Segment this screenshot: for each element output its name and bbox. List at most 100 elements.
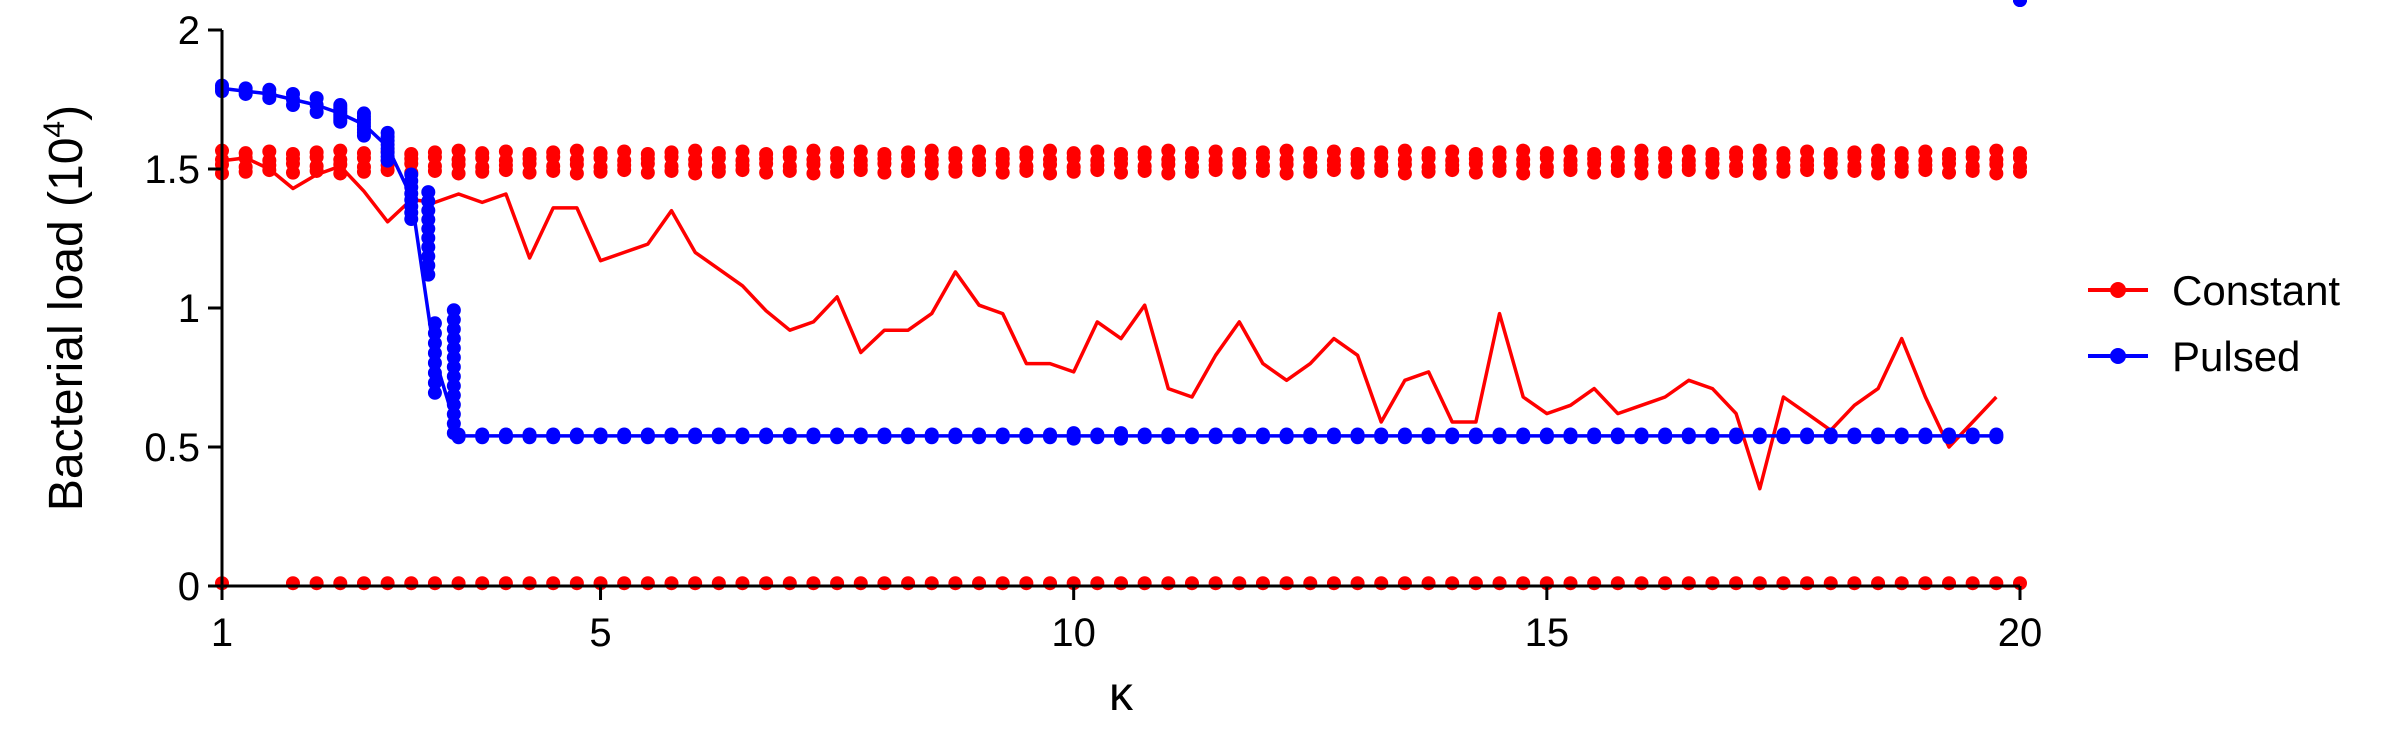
constant-point (1279, 143, 1294, 158)
constant-point (877, 146, 892, 161)
pulsed-point (309, 91, 324, 106)
y-tick-label: 1 (178, 287, 200, 331)
y-axis-title-exponent: 4 (38, 121, 71, 138)
constant-point (1965, 576, 1980, 591)
y-axis-title: Bacterial load (104) (38, 105, 93, 511)
pulsed-point (1989, 427, 2004, 442)
constant-point (1587, 576, 1602, 591)
constant-point (1918, 576, 1933, 591)
constant-point (498, 576, 513, 591)
constant-point (546, 145, 561, 160)
constant-point (1752, 143, 1767, 158)
constant-point (309, 145, 324, 160)
constant-point (285, 146, 300, 161)
constant-point (1942, 146, 1957, 161)
pulsed-point (380, 125, 395, 140)
constant-point (333, 143, 348, 158)
constant-point (1800, 144, 1815, 159)
constant-point (948, 576, 963, 591)
constant-point (1705, 146, 1720, 161)
constant-point (688, 576, 703, 591)
pulsed-point (427, 375, 442, 390)
constant-point (1705, 576, 1720, 591)
constant-point (1658, 576, 1673, 591)
constant-point (1090, 144, 1105, 159)
constant-point (404, 146, 419, 161)
y-tick-label: 2 (178, 9, 200, 53)
constant-point (735, 576, 750, 591)
constant-point (711, 146, 726, 161)
constant-point (853, 144, 868, 159)
x-ticks: 1 5 10 15 20 (211, 586, 2042, 655)
series-pulsed (215, 0, 2027, 446)
constant-point (475, 576, 490, 591)
legend-swatch-point (2110, 282, 2126, 298)
constant-point (1279, 576, 1294, 591)
constant-point (333, 576, 348, 591)
constant-point (972, 576, 987, 591)
constant-point (1610, 576, 1625, 591)
constant-point (1634, 576, 1649, 591)
constant-point (830, 576, 845, 591)
constant-point (806, 576, 821, 591)
constant-point (1847, 576, 1862, 591)
y-axis-title-close: ) (40, 105, 93, 121)
constant-point (1492, 145, 1507, 160)
constant-point (1374, 145, 1389, 160)
constant-point (1137, 576, 1152, 591)
constant-point (1516, 576, 1531, 591)
pulsed-point (333, 98, 348, 113)
pulsed-point (427, 385, 442, 400)
pulsed-point (2013, 0, 2027, 7)
constant-point (617, 576, 632, 591)
constant-point (1729, 145, 1744, 160)
pulsed-point (356, 106, 371, 121)
constant-point (924, 143, 939, 158)
constant-point (1208, 144, 1223, 159)
constant-point (1208, 576, 1223, 591)
constant-point (1468, 146, 1483, 161)
constant-point (617, 144, 632, 159)
y-axis-title-main: Bacterial load (10 (40, 138, 93, 512)
constant-point (1729, 576, 1744, 591)
constant-point (759, 576, 774, 591)
legend-swatch-point (2110, 348, 2126, 364)
legend-item-pulsed: Pulsed (2088, 333, 2300, 380)
constant-point (853, 576, 868, 591)
constant-point (1918, 144, 1933, 159)
constant-point (1374, 576, 1389, 591)
y-tick-label: 1.5 (144, 148, 200, 192)
constant-point (1303, 576, 1318, 591)
x-tick-label: 15 (1525, 611, 1570, 655)
y-ticks: 0 0.5 1 1.5 2 (144, 9, 222, 609)
constant-point (1114, 146, 1128, 161)
axes: 00.511.52 1 5 10 15 20 (144, 9, 2042, 655)
plot-area (215, 0, 2027, 591)
pulsed-point (421, 185, 436, 200)
constant-point (309, 576, 324, 591)
y-tick-label: 0 (178, 565, 200, 609)
constant-point (1445, 576, 1460, 591)
constant-point (427, 576, 442, 591)
constant-point (427, 145, 442, 160)
constant-point (995, 146, 1010, 161)
constant-point (1350, 576, 1365, 591)
constant-point (1232, 146, 1247, 161)
constant-point (688, 143, 703, 158)
x-axis-title: κ (1109, 668, 1134, 721)
constant-point (1445, 144, 1460, 159)
constant-point (451, 143, 466, 158)
constant-point (262, 144, 277, 159)
constant-point (1019, 145, 1034, 160)
x-tick-label: 1 (211, 611, 233, 655)
x-tick-label: 10 (1051, 611, 1096, 655)
constant-point (522, 146, 537, 161)
constant-point (522, 576, 537, 591)
constant-point (1681, 576, 1696, 591)
constant-point (1350, 146, 1365, 161)
constant-point (356, 146, 371, 161)
constant-point (972, 144, 987, 159)
constant-point (711, 576, 726, 591)
y-tick-label: 0.5 (144, 426, 200, 470)
constant-line (221, 156, 1998, 491)
